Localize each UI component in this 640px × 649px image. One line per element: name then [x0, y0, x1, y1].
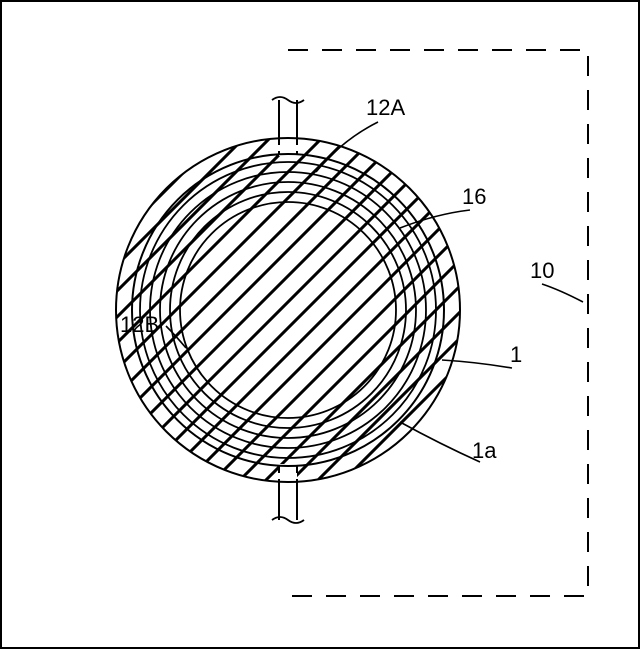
assembly-outline-dashed: [288, 50, 588, 596]
label-L1: 1: [510, 342, 522, 367]
label-L10: 10: [530, 258, 554, 283]
ring-circle: [160, 182, 416, 438]
leader-line: [542, 284, 583, 302]
ring-circle: [180, 202, 396, 418]
ring-circle: [132, 154, 444, 466]
leader-line: [400, 422, 480, 462]
ring-circle: [140, 162, 436, 458]
leader-line: [442, 360, 512, 368]
label-L16: 16: [462, 184, 486, 209]
page-frame: [1, 1, 639, 648]
label-L12B: 12B: [120, 312, 159, 337]
label-L1a: 1a: [472, 438, 497, 463]
label-L12A: 12A: [366, 95, 405, 120]
patent-figure: 12A 16 10 1 1a 12B: [0, 0, 640, 649]
